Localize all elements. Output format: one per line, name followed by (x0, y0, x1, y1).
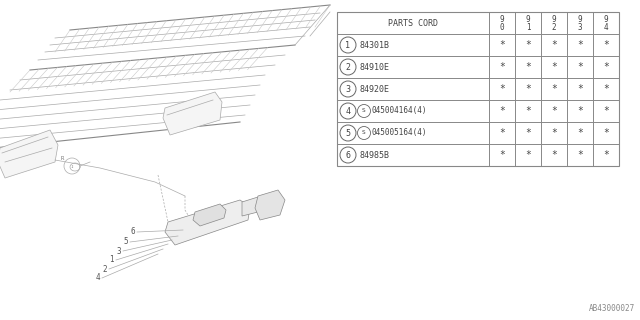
Polygon shape (193, 204, 226, 226)
Text: 6: 6 (346, 150, 351, 159)
Text: 4: 4 (346, 107, 351, 116)
Text: 6: 6 (131, 228, 135, 236)
Text: 045004164(4): 045004164(4) (372, 107, 428, 116)
Polygon shape (242, 197, 262, 216)
Text: *: * (525, 128, 531, 138)
Text: *: * (499, 128, 505, 138)
Text: *: * (603, 40, 609, 50)
Text: S: S (362, 131, 366, 135)
Text: 9: 9 (552, 15, 556, 25)
Text: 84920E: 84920E (360, 84, 390, 93)
Text: 9: 9 (500, 15, 504, 25)
Text: *: * (577, 150, 583, 160)
Text: 3: 3 (116, 246, 121, 255)
Text: *: * (499, 106, 505, 116)
Text: 2: 2 (102, 265, 107, 274)
Text: *: * (551, 40, 557, 50)
Text: S: S (362, 108, 366, 114)
Text: 2: 2 (552, 22, 556, 31)
Text: 84301B: 84301B (360, 41, 390, 50)
Text: *: * (577, 106, 583, 116)
Text: *: * (551, 150, 557, 160)
Text: *: * (603, 128, 609, 138)
Text: *: * (577, 128, 583, 138)
Text: *: * (551, 62, 557, 72)
Polygon shape (165, 200, 250, 245)
Text: *: * (499, 84, 505, 94)
Text: *: * (577, 62, 583, 72)
Text: 3: 3 (578, 22, 582, 31)
Text: 9: 9 (578, 15, 582, 25)
Text: *: * (551, 128, 557, 138)
Text: 84985B: 84985B (360, 150, 390, 159)
Text: *: * (499, 150, 505, 160)
Text: *: * (525, 84, 531, 94)
Text: 1: 1 (346, 41, 351, 50)
Text: 5: 5 (124, 237, 128, 246)
Text: *: * (499, 62, 505, 72)
Text: 4: 4 (604, 22, 608, 31)
Text: *: * (577, 84, 583, 94)
Text: *: * (577, 40, 583, 50)
Text: PARTS CORD: PARTS CORD (388, 19, 438, 28)
Text: AB43000027: AB43000027 (589, 304, 635, 313)
Text: 9: 9 (604, 15, 608, 25)
Text: 84910E: 84910E (360, 62, 390, 71)
Text: 3: 3 (346, 84, 351, 93)
Text: 9: 9 (525, 15, 531, 25)
Text: 1: 1 (525, 22, 531, 31)
Bar (337, 12, 619, 166)
Text: 4: 4 (95, 274, 100, 283)
Text: 2: 2 (346, 62, 351, 71)
Text: *: * (551, 106, 557, 116)
Text: 0: 0 (500, 22, 504, 31)
Text: R: R (60, 156, 63, 162)
Text: 1: 1 (109, 255, 114, 265)
Text: *: * (551, 84, 557, 94)
Text: 045005164(4): 045005164(4) (372, 129, 428, 138)
Text: *: * (603, 84, 609, 94)
Text: *: * (525, 106, 531, 116)
Text: *: * (525, 62, 531, 72)
Polygon shape (0, 130, 58, 178)
Polygon shape (255, 190, 285, 220)
Text: *: * (525, 150, 531, 160)
Text: *: * (499, 40, 505, 50)
Text: *: * (603, 106, 609, 116)
Text: 5: 5 (346, 129, 351, 138)
Text: ₂: ₂ (70, 164, 74, 169)
Polygon shape (163, 92, 222, 135)
Text: *: * (603, 62, 609, 72)
Text: *: * (603, 150, 609, 160)
Text: *: * (525, 40, 531, 50)
